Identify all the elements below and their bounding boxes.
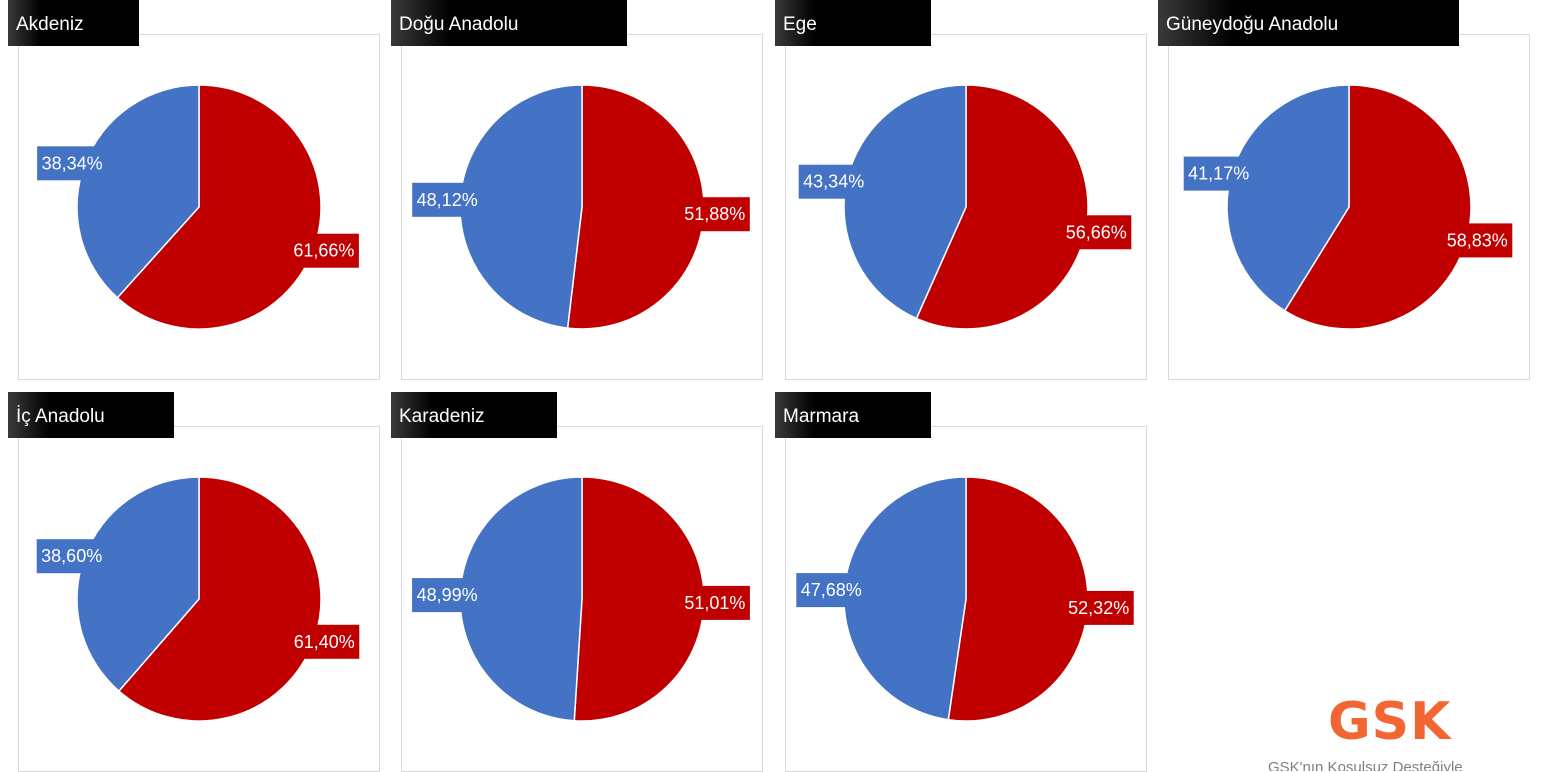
pie-chart-ege: 56,66% 43,34% bbox=[798, 84, 1132, 330]
data-label-text: 43,34% bbox=[803, 172, 864, 192]
pie-chart-karadeniz: 51,01% 48,99% bbox=[412, 476, 750, 722]
data-label-2: 38,60% bbox=[36, 539, 107, 574]
data-label-text: 58,83% bbox=[1447, 230, 1508, 250]
gsk-logo: GSK bbox=[1328, 692, 1452, 752]
data-label-2: 48,99% bbox=[412, 578, 483, 613]
pie-chart-ic-anadolu: 61,40% 38,60% bbox=[36, 476, 360, 722]
data-label-2: 41,17% bbox=[1183, 156, 1254, 191]
chart-title: Ege bbox=[775, 0, 931, 46]
data-label-text: 41,17% bbox=[1188, 164, 1249, 184]
data-label-1: 61,40% bbox=[289, 624, 360, 659]
data-label-2: 38,34% bbox=[37, 146, 108, 181]
data-label-text: 56,66% bbox=[1066, 222, 1127, 242]
data-label-text: 61,66% bbox=[293, 241, 354, 261]
pie-chart-marmara: 52,32% 47,68% bbox=[796, 476, 1134, 722]
brand-area: GSK GSK'nın Koşulsuz Desteğiyle bbox=[1244, 692, 1544, 771]
pie-chart-guneydogu-anadolu: 58,83% 41,17% bbox=[1183, 84, 1513, 330]
data-label-1: 52,32% bbox=[1063, 590, 1134, 625]
chart-title: Akdeniz bbox=[8, 0, 139, 46]
data-label-text: 61,40% bbox=[294, 632, 355, 652]
data-label-2: 48,12% bbox=[412, 182, 483, 217]
chart-title: Güneydoğu Anadolu bbox=[1158, 0, 1459, 46]
data-label-1: 56,66% bbox=[1061, 215, 1132, 250]
chart-title: Karadeniz bbox=[391, 392, 557, 438]
data-label-1: 51,88% bbox=[679, 197, 750, 232]
data-label-text: 51,01% bbox=[684, 593, 745, 613]
data-label-1: 61,66% bbox=[288, 233, 359, 268]
data-label-2: 43,34% bbox=[798, 164, 869, 199]
data-label-text: 47,68% bbox=[801, 580, 862, 600]
pie-chart-akdeniz: 61,66% 38,34% bbox=[37, 84, 359, 330]
data-label-2: 47,68% bbox=[796, 573, 867, 608]
chart-title: Marmara bbox=[775, 392, 931, 438]
data-label-text: 38,34% bbox=[42, 153, 103, 173]
pie-chart-dogu-anadolu: 51,88% 48,12% bbox=[412, 84, 750, 330]
chart-title: İç Anadolu bbox=[8, 392, 174, 438]
sponsor-caption: GSK'nın Koşulsuz Desteğiyle bbox=[1268, 759, 1463, 771]
data-label-text: 48,99% bbox=[417, 585, 478, 605]
data-label-text: 52,32% bbox=[1068, 598, 1129, 618]
data-label-text: 51,88% bbox=[684, 204, 745, 224]
data-label-1: 51,01% bbox=[679, 585, 750, 620]
data-label-text: 48,12% bbox=[417, 190, 478, 210]
chart-title: Doğu Anadolu bbox=[391, 0, 627, 46]
data-label-text: 38,60% bbox=[41, 546, 102, 566]
data-label-1: 58,83% bbox=[1442, 223, 1513, 258]
